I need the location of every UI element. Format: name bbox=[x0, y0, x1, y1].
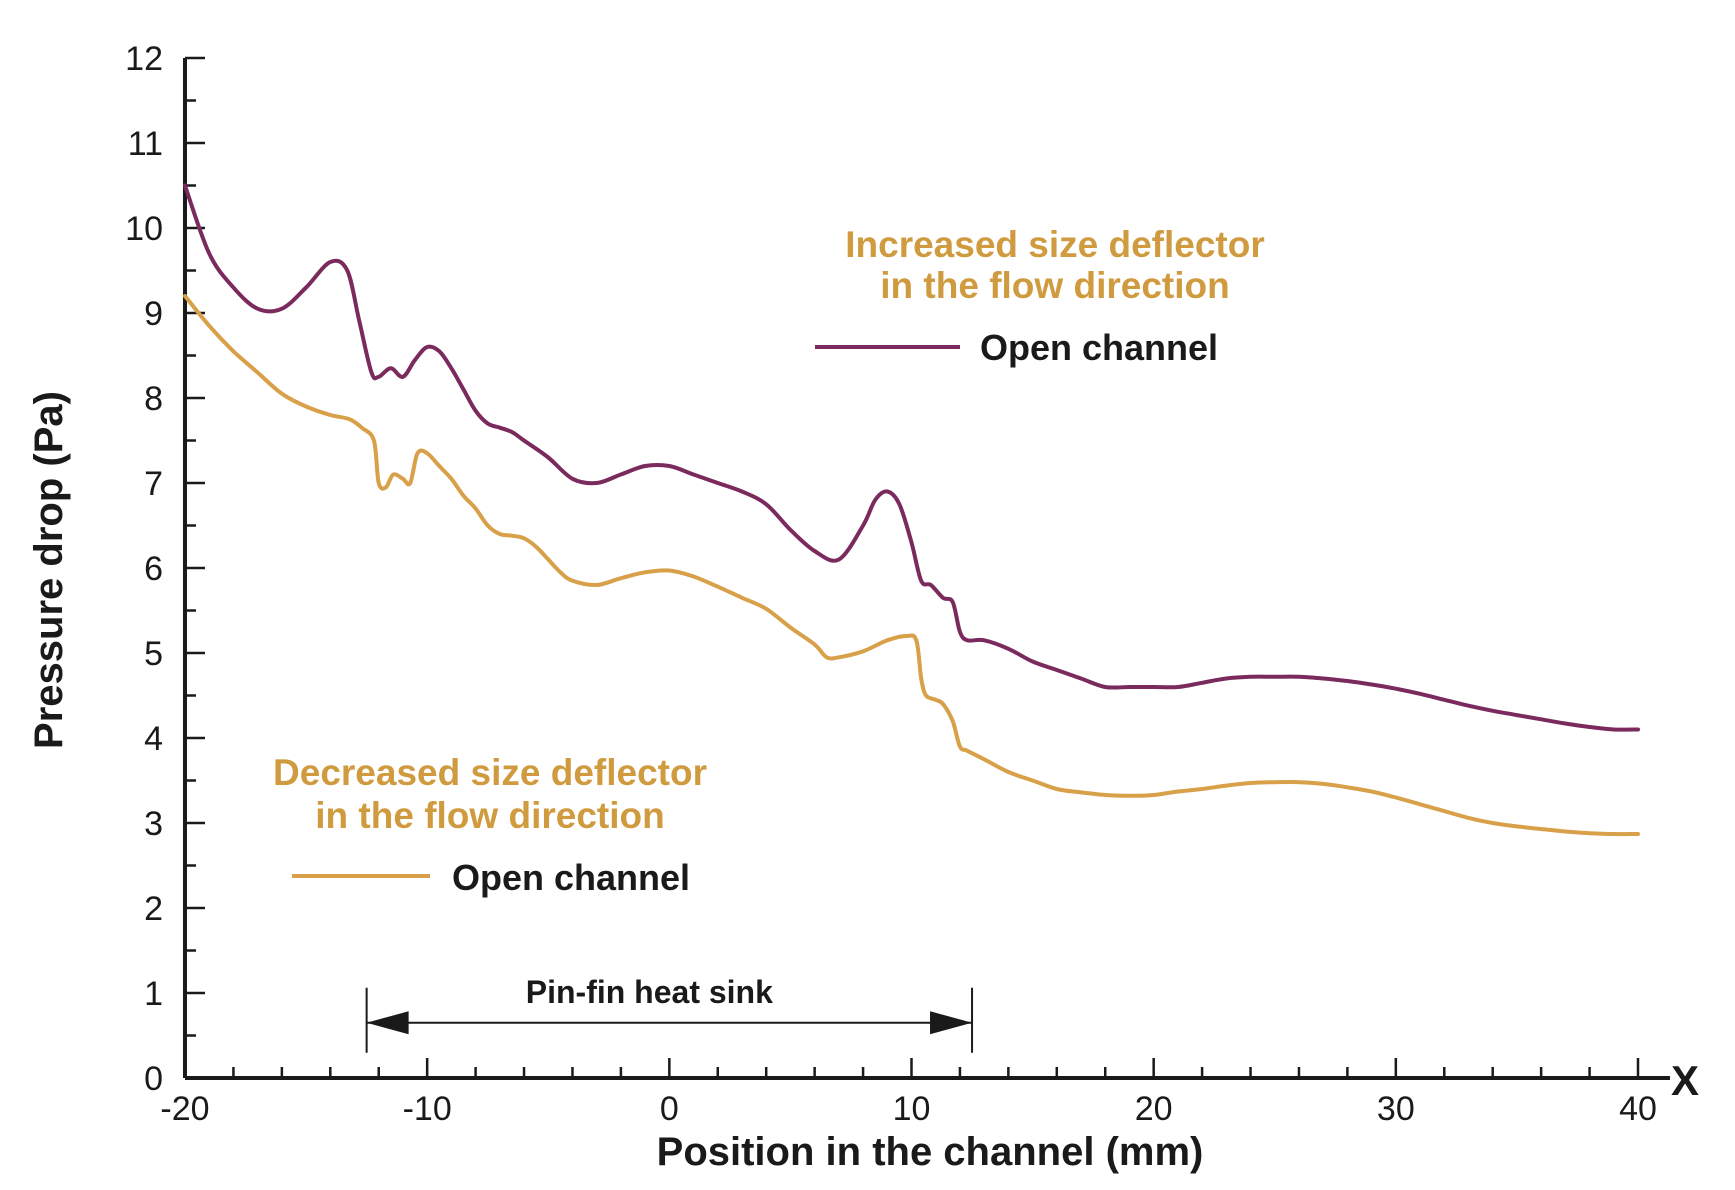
y-tick-label: 12 bbox=[125, 40, 163, 78]
legend-title-increased-line1: Increased size deflector bbox=[845, 224, 1265, 265]
y-tick-label: 3 bbox=[144, 805, 163, 843]
x-tick-label: 10 bbox=[893, 1090, 931, 1128]
y-tick-label: 1 bbox=[144, 975, 163, 1013]
x-axis-marker: X bbox=[1671, 1057, 1699, 1104]
legend-label-increased-open-channel: Open channel bbox=[980, 327, 1218, 368]
x-axis-ticks: -20 -10 0 10 20 30 40 bbox=[160, 1058, 1657, 1128]
x-tick-label: -10 bbox=[403, 1090, 452, 1128]
pin-fin-left-arrowhead bbox=[366, 1011, 409, 1035]
pin-fin-annotation: Pin-fin heat sink bbox=[365, 974, 974, 1053]
x-tick-label: 40 bbox=[1619, 1090, 1657, 1128]
y-tick-label: 8 bbox=[144, 380, 163, 418]
y-tick-label: 11 bbox=[128, 125, 163, 163]
legend-title-decreased-line1: Decreased size deflector bbox=[273, 752, 707, 793]
series-line-decreased-deflector bbox=[183, 294, 1640, 837]
x-axis-title: Position in the channel (mm) bbox=[657, 1130, 1204, 1174]
y-tick-label: 2 bbox=[144, 890, 163, 928]
series-line-increased-deflector bbox=[183, 183, 1640, 732]
legend-title-increased-line2: in the flow direction bbox=[880, 265, 1229, 306]
y-tick-label: 0 bbox=[144, 1060, 163, 1098]
x-tick-label: 0 bbox=[660, 1090, 679, 1128]
legend-label-decreased-open-channel: Open channel bbox=[452, 857, 690, 898]
legend-increased-deflector: Increased size deflector in the flow dir… bbox=[815, 224, 1265, 368]
y-tick-label: 4 bbox=[144, 720, 163, 758]
y-tick-label: 7 bbox=[144, 465, 163, 503]
y-tick-label: 10 bbox=[125, 210, 163, 248]
x-tick-label: 30 bbox=[1377, 1090, 1415, 1128]
y-tick-label: 6 bbox=[144, 550, 163, 588]
pin-fin-right-arrowhead bbox=[930, 1011, 973, 1035]
x-tick-label: 20 bbox=[1135, 1090, 1173, 1128]
y-tick-label: 5 bbox=[144, 635, 163, 673]
y-tick-label: 9 bbox=[144, 295, 163, 333]
pin-fin-heat-sink-label: Pin-fin heat sink bbox=[526, 974, 773, 1010]
y-axis-title: Pressure drop (Pa) bbox=[27, 391, 71, 749]
legend-decreased-deflector: Decreased size deflector in the flow dir… bbox=[273, 752, 707, 898]
x-tick-label: -20 bbox=[160, 1090, 209, 1128]
legend-title-decreased-line2: in the flow direction bbox=[315, 795, 664, 836]
